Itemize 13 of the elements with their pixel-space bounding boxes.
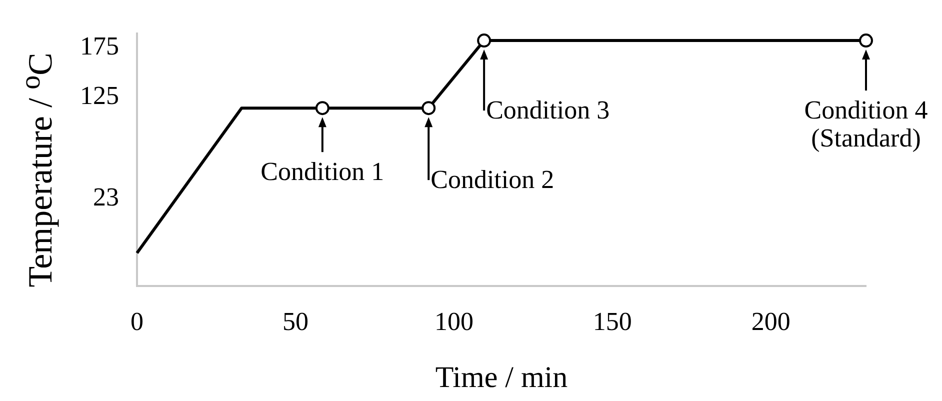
x-tick-label: 100 [434, 307, 474, 336]
annotation: Condition 4 (Standard) [804, 95, 928, 152]
y-tick-label: 125 [80, 80, 119, 110]
x-tick-label: 50 [282, 307, 308, 336]
y-tick-label: 175 [80, 31, 119, 60]
x-axis-title: Time / min [435, 360, 568, 394]
x-tick-label: 150 [592, 307, 632, 336]
annotation: Condition 1 [260, 156, 384, 186]
x-tick-label: 0 [130, 307, 144, 336]
annotation: Condition 3 [486, 95, 610, 124]
y-tick-label: 23 [93, 182, 119, 212]
x-tick-label: 200 [751, 307, 790, 336]
annotation: Condition 2 [430, 164, 554, 194]
